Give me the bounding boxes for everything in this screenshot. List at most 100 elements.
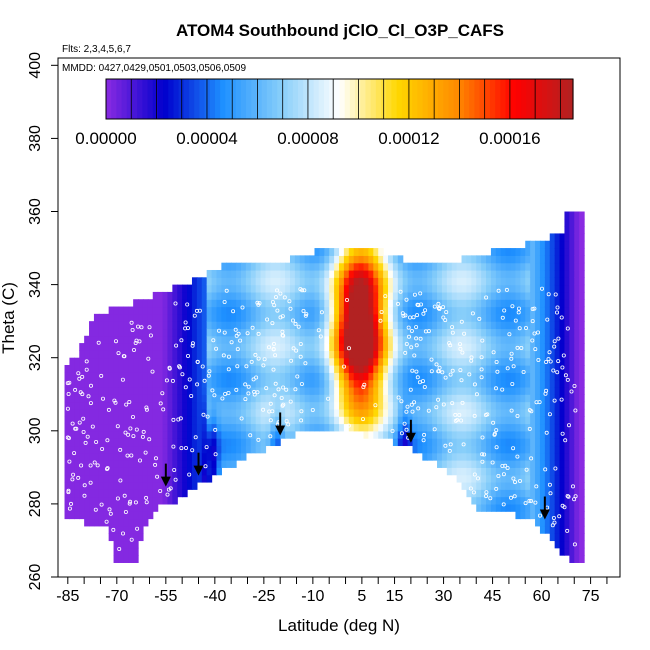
heat-cell — [505, 328, 512, 337]
heat-cell — [304, 262, 311, 271]
heat-cell — [554, 416, 561, 425]
heat-cell — [289, 328, 296, 337]
heat-cell — [108, 430, 115, 439]
heat-cell — [525, 365, 531, 373]
heat-cell — [574, 284, 580, 293]
heat-cell — [191, 365, 198, 373]
observation-dot — [284, 387, 289, 392]
heat-cell — [530, 401, 536, 410]
heat-cell — [495, 452, 502, 461]
heat-cell — [574, 313, 580, 322]
heat-cell — [490, 255, 497, 264]
observation-dot — [112, 398, 117, 403]
heat-cell — [133, 335, 139, 344]
heat-cell — [520, 365, 526, 373]
heat-cell — [118, 540, 124, 549]
observation-dot — [529, 409, 534, 414]
heat-cell — [554, 467, 561, 476]
heat-cell — [128, 445, 134, 454]
heat-cell — [520, 438, 526, 447]
observation-dot — [414, 343, 419, 348]
heat-cell — [486, 291, 492, 300]
heat-cell — [486, 460, 492, 468]
heat-cell — [520, 394, 526, 403]
heat-cell — [152, 489, 159, 498]
heat-cell — [574, 226, 580, 235]
heat-cell — [250, 372, 257, 381]
heat-cell — [196, 423, 203, 432]
observation-dot — [84, 359, 89, 364]
heat-cell — [314, 306, 320, 315]
observation-dot — [211, 338, 216, 343]
heat-cell — [564, 299, 570, 308]
heat-cell — [138, 481, 144, 490]
heat-cell — [564, 489, 570, 498]
heat-cell — [530, 343, 536, 351]
heat-cell — [172, 496, 178, 505]
heat-cell — [544, 481, 551, 490]
heat-cell — [275, 335, 281, 344]
heat-cell — [539, 386, 546, 395]
heat-cell — [476, 460, 482, 468]
heat-cell — [554, 284, 561, 293]
heat-cell — [525, 284, 531, 293]
heat-cell — [466, 438, 472, 447]
heat-cell — [255, 269, 262, 278]
heat-cell — [569, 299, 575, 308]
heat-cell — [289, 262, 296, 271]
observation-dot — [544, 388, 549, 393]
heat-cell — [422, 335, 428, 344]
colorbar-segment — [547, 79, 553, 119]
heat-cell — [539, 240, 546, 249]
heat-cell — [74, 365, 80, 373]
observation-dot — [123, 430, 128, 435]
heat-cell — [500, 262, 507, 271]
heat-cell — [89, 474, 95, 483]
chart-title: ATOM4 Southbound jClO_Cl_O3P_CAFS — [176, 21, 504, 40]
heat-cell — [201, 365, 208, 373]
heat-cell — [334, 248, 340, 256]
heat-cell — [574, 416, 580, 425]
heat-cell — [520, 372, 526, 381]
heat-cell — [304, 365, 311, 373]
heat-cell — [187, 430, 193, 439]
heat-cell — [446, 452, 453, 461]
heat-cell — [162, 481, 169, 490]
heat-cell — [373, 262, 379, 271]
heat-cell — [299, 313, 306, 322]
heat-cell — [520, 299, 526, 308]
colorbar-segment — [479, 79, 486, 119]
observation-dot — [538, 513, 543, 518]
heat-cell — [353, 306, 360, 315]
heat-cell — [74, 357, 80, 366]
heat-cell — [554, 394, 561, 403]
observation-dot — [212, 393, 217, 398]
observation-dot — [472, 413, 477, 418]
observation-dot — [512, 494, 517, 499]
heat-cell — [486, 321, 492, 330]
heat-cell — [201, 350, 208, 359]
observation-dot — [265, 317, 270, 322]
heat-cell — [236, 343, 242, 351]
heat-cell — [289, 365, 296, 373]
heat-cell — [432, 269, 438, 278]
heat-cell — [260, 306, 267, 315]
heat-cell — [182, 299, 188, 308]
heat-cell — [172, 423, 178, 432]
heat-cell — [383, 313, 389, 322]
heat-cell — [505, 489, 512, 498]
observation-dot — [195, 382, 200, 387]
heat-cell — [481, 467, 487, 476]
observation-dot — [67, 380, 72, 385]
observation-dot — [153, 456, 158, 461]
heat-cell — [432, 386, 438, 395]
heat-cell — [569, 423, 575, 432]
observation-dot — [251, 377, 256, 382]
heat-cell — [368, 372, 374, 381]
heat-cell — [93, 328, 100, 337]
observation-dot — [483, 494, 488, 499]
y-tick-label: 380 — [27, 125, 44, 152]
heat-cell — [309, 386, 316, 395]
heat-cell — [544, 408, 551, 417]
heat-cell — [138, 321, 144, 330]
